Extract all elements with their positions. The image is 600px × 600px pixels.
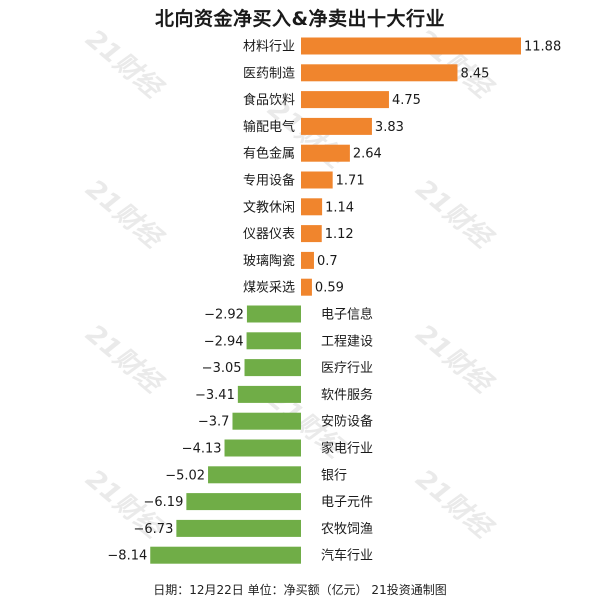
category-label-15: 安防设备 — [321, 414, 373, 430]
bar-10 — [301, 278, 312, 296]
value-label-7: 1.14 — [325, 200, 354, 215]
labels-layer: 材料行业 11.88 医药制造 8.45 食品饮料 4.75 输配电气 3.83 有色金属 2.6… — [107, 40, 561, 564]
value-label-11: −2.92 — [204, 308, 244, 323]
value-label-5: 2.64 — [353, 147, 382, 162]
category-label-5: 有色金属 — [243, 146, 295, 162]
watermark-text-3: 21财经 — [80, 174, 169, 256]
bar-18 — [186, 493, 301, 511]
category-label-18: 电子元件 — [321, 495, 373, 510]
category-label-19: 农牧饲渔 — [321, 522, 373, 537]
watermark-text-5: 21财经 — [80, 319, 169, 401]
value-label-4: 3.83 — [375, 120, 404, 135]
category-label-11: 电子信息 — [321, 307, 373, 323]
category-label-6: 专用设备 — [243, 173, 295, 189]
value-label-2: 8.45 — [460, 66, 489, 81]
bar-15 — [232, 412, 301, 430]
bars-layer — [150, 37, 521, 564]
value-label-3: 4.75 — [392, 93, 421, 108]
category-label-2: 医药制造 — [243, 66, 295, 81]
bar-19 — [176, 519, 301, 537]
value-label-10: 0.59 — [315, 281, 344, 296]
category-label-13: 医疗行业 — [321, 361, 373, 376]
bar-11 — [246, 305, 301, 323]
category-label-7: 文教休闲 — [243, 199, 295, 215]
value-label-18: −6.19 — [144, 495, 184, 510]
bar-20 — [150, 546, 301, 564]
value-label-12: −2.94 — [204, 334, 244, 349]
value-label-14: −3.41 — [195, 388, 235, 403]
category-label-17: 银行 — [321, 468, 347, 483]
chart-title: 北向资金净买入&净卖出十大行业 — [154, 8, 446, 30]
bar-6 — [301, 171, 333, 189]
category-label-20: 汽车行业 — [321, 548, 373, 564]
category-label-12: 工程建设 — [321, 334, 373, 349]
bar-8 — [301, 225, 322, 243]
category-label-4: 输配电气 — [243, 119, 295, 135]
bar-1 — [301, 37, 521, 55]
bar-12 — [246, 332, 301, 350]
value-label-9: 0.7 — [317, 254, 338, 269]
chart-footer-note: 日期：12月22日 单位：净买额（亿元） 21投资通制图 — [153, 583, 447, 597]
category-label-16: 家电行业 — [321, 441, 373, 457]
value-label-6: 1.71 — [336, 174, 365, 189]
category-label-3: 食品饮料 — [243, 92, 295, 108]
watermark-text-4: 21财经 — [410, 174, 499, 256]
bar-13 — [244, 359, 301, 377]
value-label-19: −6.73 — [134, 522, 174, 537]
value-label-1: 11.88 — [524, 40, 561, 55]
value-label-16: −4.13 — [182, 442, 222, 457]
bar-4 — [301, 117, 372, 135]
category-label-10: 煤炭采选 — [243, 281, 295, 296]
category-label-9: 玻璃陶瓷 — [243, 253, 295, 269]
category-label-14: 软件服务 — [321, 387, 373, 403]
value-label-13: −3.05 — [202, 361, 242, 376]
category-label-1: 材料行业 — [243, 40, 295, 55]
category-label-8: 仪器仪表 — [243, 227, 295, 242]
bar-3 — [301, 91, 389, 109]
value-label-15: −3.7 — [198, 415, 230, 430]
bar-7 — [301, 198, 323, 216]
bar-9 — [301, 251, 314, 269]
bar-2 — [301, 64, 458, 82]
watermark-text-1: 21财经 — [80, 24, 169, 106]
value-label-8: 1.12 — [325, 227, 354, 242]
bar-5 — [301, 144, 350, 162]
bar-17 — [208, 466, 301, 484]
value-label-20: −8.14 — [107, 549, 147, 564]
watermark-text-8: 21财经 — [410, 464, 499, 546]
watermark-text-6: 21财经 — [410, 319, 499, 401]
bar-16 — [224, 439, 301, 457]
bar-14 — [237, 385, 301, 403]
value-label-17: −5.02 — [165, 468, 205, 483]
